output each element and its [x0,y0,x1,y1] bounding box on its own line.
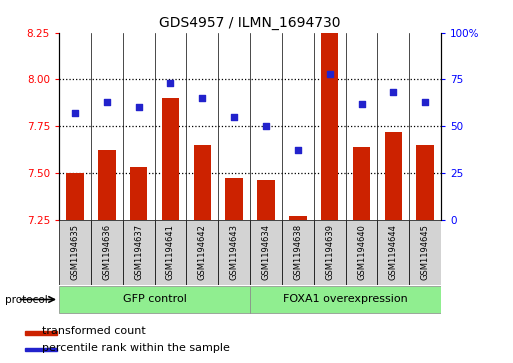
Text: GSM1194638: GSM1194638 [293,224,302,280]
Title: GDS4957 / ILMN_1694730: GDS4957 / ILMN_1694730 [160,16,341,30]
Bar [250,286,441,313]
Bar [154,220,186,285]
Bar [123,220,154,285]
Point [358,101,366,107]
Text: transformed count: transformed count [42,326,146,336]
Text: percentile rank within the sample: percentile rank within the sample [42,343,230,353]
Text: GSM1194636: GSM1194636 [102,224,111,280]
Text: GSM1194641: GSM1194641 [166,224,175,280]
Bar [186,220,218,285]
Bar [25,331,57,335]
Bar [353,147,370,220]
Bar [162,98,179,220]
Bar [66,173,84,220]
Text: GSM1194644: GSM1194644 [389,224,398,280]
Bar [193,145,211,220]
Text: GSM1194635: GSM1194635 [70,224,80,280]
Text: FOXA1 overexpression: FOXA1 overexpression [283,294,408,305]
Point [389,90,398,95]
Point [71,110,79,116]
Text: protocol: protocol [5,295,48,305]
Point [230,114,238,120]
Text: GFP control: GFP control [123,294,187,305]
Point [166,80,174,86]
Bar [282,220,314,285]
Bar [25,348,57,351]
Bar [378,220,409,285]
Bar [314,220,346,285]
Bar [218,220,250,285]
Bar [417,145,434,220]
Bar [225,179,243,220]
Point [421,99,429,105]
Point [103,99,111,105]
Bar [130,167,147,220]
Text: GSM1194642: GSM1194642 [198,224,207,280]
Bar [385,132,402,220]
Point [262,123,270,129]
Text: GSM1194643: GSM1194643 [230,224,239,280]
Bar [98,150,115,220]
Bar [321,33,339,220]
Text: GSM1194637: GSM1194637 [134,224,143,280]
Bar [59,220,91,285]
Bar [91,220,123,285]
Bar [409,220,441,285]
Point [198,95,206,101]
Text: GSM1194640: GSM1194640 [357,224,366,280]
Point [326,71,334,77]
Bar [59,286,250,313]
Bar [250,220,282,285]
Point [294,147,302,153]
Text: GSM1194645: GSM1194645 [421,224,430,280]
Text: GSM1194634: GSM1194634 [262,224,270,280]
Bar [346,220,378,285]
Bar [257,180,275,220]
Text: GSM1194639: GSM1194639 [325,224,334,280]
Point [134,105,143,110]
Bar [289,216,307,220]
